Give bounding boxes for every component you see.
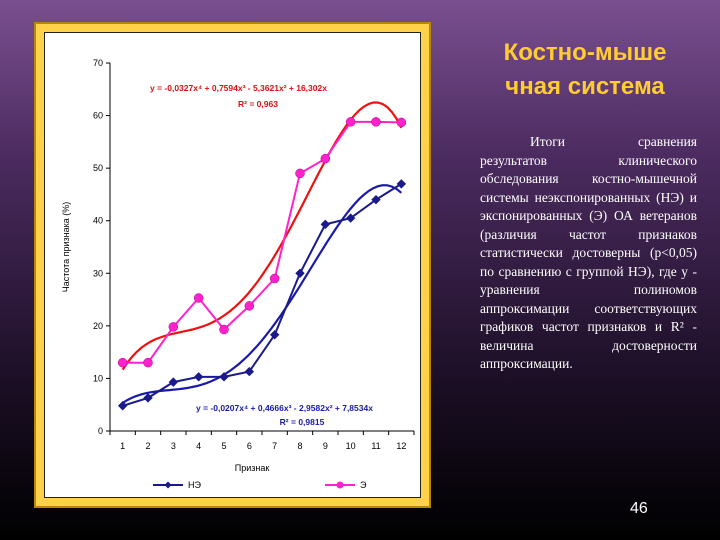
- legend-marker: [336, 481, 344, 489]
- x-tick-label: 2: [145, 441, 150, 451]
- x-tick-label: 8: [297, 441, 302, 451]
- x-tick-label: 6: [247, 441, 252, 451]
- y-tick-label: 70: [93, 58, 103, 68]
- data-point: [168, 322, 179, 332]
- data-point: [396, 179, 407, 189]
- x-tick-label: 7: [272, 441, 277, 451]
- data-point: [295, 268, 305, 278]
- y-tick-label: 40: [93, 216, 103, 226]
- legend-marker: [164, 481, 172, 489]
- legend-label: НЭ: [188, 480, 201, 490]
- slide-title-line2: чная система: [505, 73, 665, 100]
- data-point: [117, 357, 128, 368]
- x-tick-label: 10: [346, 441, 356, 451]
- x-tick-label: 1: [120, 441, 125, 451]
- data-point: [193, 293, 204, 303]
- x-tick-label: 11: [371, 441, 380, 451]
- page-number: 46: [630, 500, 648, 517]
- data-point: [396, 117, 407, 128]
- data-point: [244, 366, 255, 377]
- data-point: [143, 393, 153, 403]
- y-tick-label: 30: [93, 268, 103, 278]
- data-point: [371, 194, 381, 205]
- data-point: [244, 301, 255, 311]
- trend-equation-annotation: y = -0,0207x⁴ + 0,4666x³ - 2,9582x² + 7,…: [196, 403, 373, 413]
- data-point: [320, 219, 331, 230]
- data-point: [371, 117, 381, 127]
- x-axis-title: Признак: [235, 463, 270, 473]
- r-squared-annotation: R² = 0,9815: [280, 417, 325, 427]
- y-tick-label: 0: [98, 426, 103, 436]
- r-squared-annotation: R² = 0,963: [238, 99, 278, 109]
- data-point: [295, 168, 305, 179]
- y-axis-title: Частота признака (%): [61, 202, 71, 293]
- y-tick-label: 60: [93, 111, 103, 121]
- data-point: [219, 372, 229, 382]
- slide-title: Костно-мыше чная система: [470, 36, 700, 104]
- data-point: [320, 153, 331, 164]
- data-point: [345, 213, 356, 223]
- slide-body-text: Итоги сравнения результатов клинического…: [480, 134, 697, 371]
- trend-equation-annotation: y = -0,0327x⁴ + 0,7594x³ - 5,3621x² + 16…: [150, 83, 327, 93]
- chart-frame: 0 10 20 30 40 50 60 70 1 2 3 4 5 6 7 8 9 10 11 12 Признак Час…: [34, 22, 431, 508]
- slide-title-line1: Костно-мыше: [503, 39, 667, 66]
- x-tick-label: 12: [396, 441, 406, 451]
- x-tick-label: 3: [171, 441, 176, 451]
- x-tick-label: 4: [196, 441, 201, 451]
- data-point: [345, 117, 356, 127]
- data-point: [193, 372, 204, 382]
- x-tick-label: 5: [221, 441, 226, 451]
- data-point: [269, 330, 280, 340]
- data-point: [143, 357, 153, 368]
- chart-panel: 0 10 20 30 40 50 60 70 1 2 3 4 5 6 7 8 9 10 11 12 Признак Час…: [44, 32, 421, 498]
- y-tick-label: 20: [93, 321, 103, 331]
- data-point: [117, 401, 128, 411]
- data-point: [219, 324, 229, 335]
- series-line-1: [122, 120, 402, 364]
- data-point: [269, 273, 280, 284]
- y-tick-label: 50: [93, 163, 103, 173]
- legend-label: Э: [360, 480, 367, 490]
- x-tick-label: 9: [323, 441, 328, 451]
- trendline-1: [121, 101, 403, 371]
- data-point: [168, 377, 179, 387]
- series-line-0: [122, 183, 402, 407]
- trendline-0: [122, 184, 403, 404]
- y-tick-label: 10: [93, 373, 103, 383]
